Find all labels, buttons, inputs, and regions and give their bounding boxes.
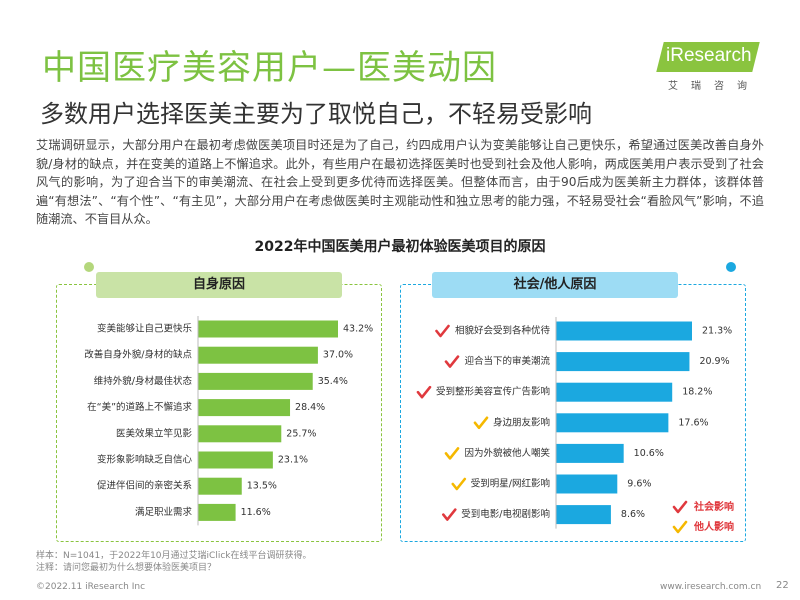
iresearch-logo: iResearch 艾瑞咨询 (656, 42, 760, 92)
chart-title: 2022年中国医美用户最初体验医美项目的原因 (254, 239, 546, 255)
panel-self-reasons (56, 284, 382, 542)
body-paragraph: 艾瑞调研显示，大部分用户在最初考虑做医美项目时还是为了自己，约四成用户认为变美能… (36, 138, 764, 226)
logo-subtitle: 艾瑞咨询 (668, 81, 760, 92)
page-subtitle: 多数用户选择医美主要为了取悦自己，不轻易受影响 (40, 100, 592, 128)
logo-text: iResearch (666, 45, 752, 66)
footer-url: www.iresearch.com.cn (660, 582, 762, 592)
footnote-sample: 样本：N=1041，于2022年10月通过艾瑞iClick在线平台调研获得。 (36, 551, 312, 561)
copyright: ©2022.11 iResearch Inc (36, 582, 146, 592)
footnote-note: 注释：请问您最初为什么想要体验医美项目？ (36, 563, 217, 573)
panel-right-dot (726, 262, 736, 272)
page-number: 22 (776, 580, 789, 591)
panel-left-dot (84, 262, 94, 272)
page-title: 中国医疗美容用户—医美动因 (42, 48, 497, 88)
panel-label-self: 自身原因 (96, 272, 342, 298)
panel-social-reasons (400, 284, 746, 542)
panel-label-social: 社会/他人原因 (432, 272, 678, 298)
